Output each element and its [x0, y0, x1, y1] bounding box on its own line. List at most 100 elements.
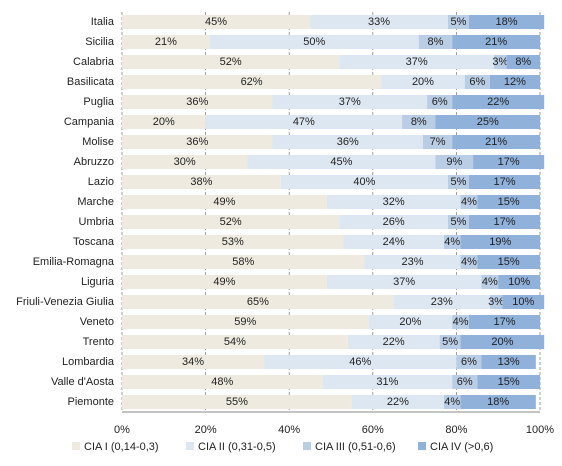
bar-segment	[418, 35, 453, 49]
bar-segment	[435, 115, 540, 129]
legend-swatch	[186, 442, 194, 450]
legend-swatch	[72, 442, 80, 450]
y-tick-label: Friuli-Venezia Giulia	[16, 296, 115, 308]
y-tick-label: Liguria	[81, 276, 115, 288]
bar-segment	[205, 115, 403, 129]
bar-segment	[122, 335, 348, 349]
bar-segment	[402, 115, 436, 129]
value-label: 34%	[182, 356, 204, 368]
bar-segment	[364, 255, 461, 269]
bar-segment	[494, 55, 507, 69]
value-label: 37%	[393, 276, 415, 288]
value-label: 12%	[504, 76, 526, 88]
bar-segment	[381, 75, 465, 89]
value-label: 59%	[234, 316, 256, 328]
y-tick-label: Trento	[83, 336, 114, 348]
y-tick-label: Basilicata	[67, 76, 115, 88]
bar-segment	[489, 75, 540, 89]
bar-segment	[439, 335, 461, 349]
value-label: 4%	[461, 256, 477, 268]
value-label: 6%	[461, 356, 477, 368]
bar-segment	[460, 395, 536, 409]
bar-segment	[368, 315, 453, 329]
bar-segment	[122, 295, 394, 309]
value-label: 49%	[213, 196, 235, 208]
bar-segment	[468, 215, 540, 229]
y-tick-label: Molise	[82, 136, 114, 148]
value-label: 40%	[353, 176, 375, 188]
bar-segment	[477, 195, 540, 209]
bar-segment	[427, 95, 453, 109]
bar-segment	[506, 55, 540, 69]
bar-segment	[122, 135, 273, 149]
value-label: 32%	[383, 196, 405, 208]
value-label: 18%	[487, 396, 509, 408]
value-label: 17%	[493, 176, 515, 188]
x-tick-label: 0%	[114, 424, 130, 436]
x-tick-label: 60%	[362, 424, 384, 436]
value-label: 4%	[453, 316, 469, 328]
bar-segment	[122, 75, 382, 89]
value-label: 18%	[496, 16, 518, 28]
value-label: 47%	[293, 116, 315, 128]
bar-segment	[310, 15, 449, 29]
value-label: 38%	[190, 176, 212, 188]
y-tick-label: Puglia	[83, 96, 114, 108]
value-label: 20%	[153, 116, 175, 128]
value-label: 5%	[451, 216, 467, 228]
bar-segment	[435, 155, 474, 169]
bar-segment	[326, 195, 461, 209]
bar-segment	[122, 315, 369, 329]
bar-segment	[322, 375, 453, 389]
value-label: 7%	[430, 136, 446, 148]
bar-segment	[326, 275, 482, 289]
value-label: 58%	[232, 256, 254, 268]
bar-segment	[122, 55, 340, 69]
y-tick-label: Sicilia	[85, 36, 115, 48]
legend-label: CIA II (0,31-0,5)	[198, 441, 276, 453]
bar-segment	[448, 15, 469, 29]
value-label: 3%	[488, 296, 504, 308]
bar-segment	[448, 215, 469, 229]
value-label: 6%	[469, 76, 485, 88]
value-label: 5%	[451, 176, 467, 188]
bar-segment	[452, 95, 545, 109]
value-label: 6%	[432, 96, 448, 108]
value-label: 17%	[493, 216, 515, 228]
bar-segment	[460, 335, 545, 349]
bar-segment	[443, 395, 461, 409]
bar-segment	[122, 215, 340, 229]
bar-segment	[122, 355, 265, 369]
value-label: 20%	[412, 76, 434, 88]
value-label: 65%	[247, 296, 269, 308]
bar-segment	[477, 255, 540, 269]
bar-segment	[393, 295, 490, 309]
bar-segment	[122, 155, 248, 169]
value-label: 31%	[376, 376, 398, 388]
legend-label: CIA I (0,14-0,3)	[84, 441, 159, 453]
bar-segment	[460, 235, 540, 249]
value-label: 19%	[489, 236, 511, 248]
value-label: 45%	[205, 16, 227, 28]
bar-segment	[122, 115, 206, 129]
value-label: 22%	[487, 96, 509, 108]
bar-segment	[502, 295, 545, 309]
x-tick-label: 40%	[278, 424, 300, 436]
bar-segment	[498, 275, 540, 289]
bar-segment	[473, 155, 545, 169]
bar-segment	[464, 75, 490, 89]
bar-segment	[448, 175, 469, 189]
value-label: 8%	[515, 56, 531, 68]
value-label: 36%	[337, 136, 359, 148]
bar-segment	[122, 35, 210, 49]
bar-segment	[443, 235, 461, 249]
bar-segment	[452, 375, 478, 389]
value-label: 21%	[485, 136, 507, 148]
value-label: 37%	[339, 96, 361, 108]
bar-segment	[122, 235, 344, 249]
value-label: 4%	[482, 276, 498, 288]
bar-segment	[272, 95, 428, 109]
y-tick-label: Piemonte	[68, 396, 114, 408]
value-label: 36%	[186, 136, 208, 148]
